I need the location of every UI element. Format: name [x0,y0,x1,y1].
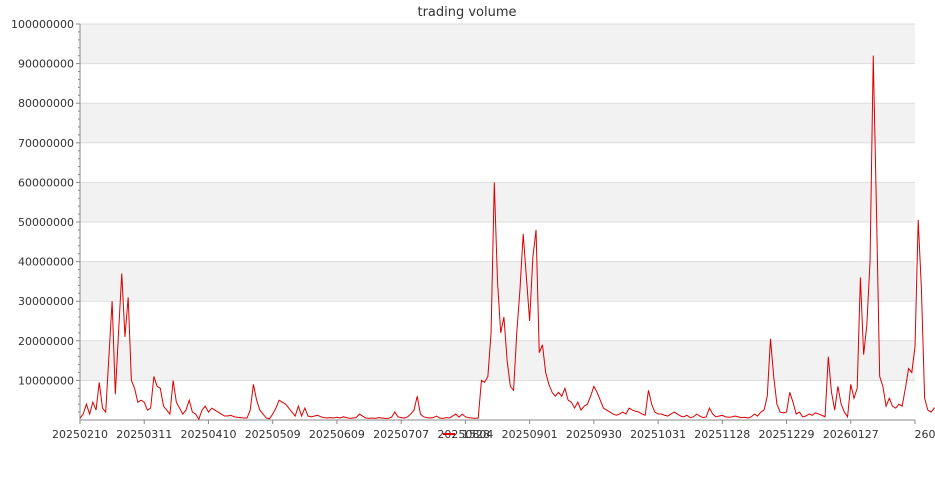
y-tick-label: 10000000 [18,374,74,387]
y-tick-label: 40000000 [18,256,74,269]
x-tick-label: 20250410 [180,428,236,441]
x-tick-label: 20251128 [694,428,750,441]
chart-title: trading volume [417,5,516,20]
x-tick-label: 20250609 [309,428,365,441]
y-tick-label: 80000000 [18,97,74,110]
x-tick-label: 20250804 [437,428,493,441]
x-tick-label: 20250930 [566,428,622,441]
y-tick-label: 60000000 [18,176,74,189]
series-line-1528 [79,55,935,421]
y-tick-label: 30000000 [18,295,74,308]
legend: 1528 [443,428,490,441]
legend-label: 1528 [462,428,490,441]
x-axis-ticks: 20250210 20250311 20250410 20250509 20250609… [52,420,935,441]
y-tick-label: 20000000 [18,335,74,348]
x-tick-label: 20250901 [502,428,558,441]
y-tick-label: 70000000 [18,137,74,150]
grid-lines [80,23,915,381]
x-tick-label: 20250707 [373,428,429,441]
x-tick-label: 20250210 [52,428,108,441]
grid-bands [80,24,915,381]
grid-band [80,340,915,381]
y-tick-label: 50000000 [18,216,74,229]
grid-band [80,182,915,222]
y-axis-ticks: 100000000 90000000 80000000 70000000 6000000… [11,18,80,413]
y-tick-label: 90000000 [18,58,74,71]
x-tick-label: 20251031 [630,428,686,441]
y-tick-label: 100000000 [11,18,74,31]
x-tick-label: 20260127 [823,428,879,441]
x-tick-label: 20250311 [116,428,172,441]
x-tick-label: 260 [915,428,935,441]
x-tick-label: 20251229 [759,428,815,441]
grid-band [80,103,915,143]
x-tick-label: 20250509 [245,428,301,441]
grid-band [80,24,915,64]
